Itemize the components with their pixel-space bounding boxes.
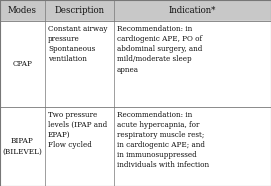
Text: Two pressure
levels (IPAP and
EPAP)
Flow cycled: Two pressure levels (IPAP and EPAP) Flow… [48,111,107,149]
Bar [0,107,271,186]
Text: BIPAP
(BILEVEL): BIPAP (BILEVEL) [2,137,42,155]
Text: CPAP: CPAP [12,60,32,68]
Text: Constant airway
pressure
Spontaneous
ventilation: Constant airway pressure Spontaneous ven… [48,25,108,63]
Text: Modes: Modes [8,6,37,15]
Text: Indication*: Indication* [169,6,216,15]
Text: Description: Description [54,6,104,15]
Text: Recommendation: in
cardiogenic APE, PO of
abdominal surgery, and
mild/moderate s: Recommendation: in cardiogenic APE, PO o… [117,25,202,73]
Bar [0,21,271,107]
Text: Recommendation: in
acute hypercapnia, for
respiratory muscle rest;
in cardiogeni: Recommendation: in acute hypercapnia, fo… [117,111,209,169]
Bar [0,0,271,21]
